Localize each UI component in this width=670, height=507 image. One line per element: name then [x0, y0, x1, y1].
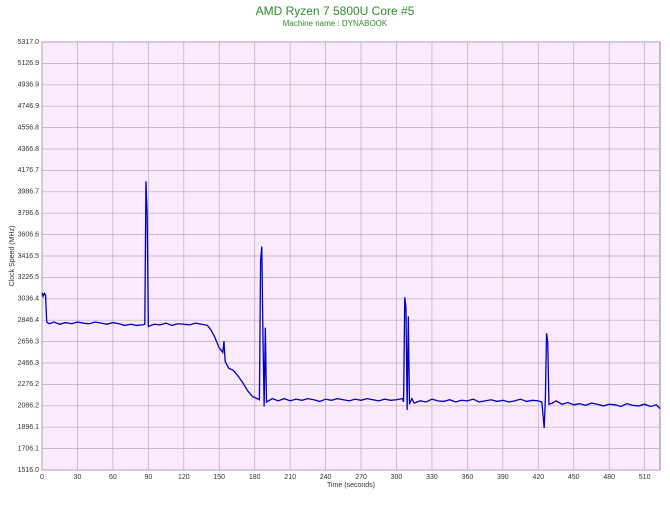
x-tick-label: 420 — [532, 474, 544, 481]
y-tick-label: 4556.8 — [18, 124, 40, 131]
x-axis-label: Time (seconds) — [327, 482, 375, 489]
y-tick-label: 2656.3 — [18, 338, 40, 345]
x-tick-label: 360 — [462, 474, 474, 481]
y-tick-label: 4936.9 — [18, 82, 40, 89]
x-tick-label: 120 — [178, 474, 190, 481]
y-tick-label: 2466.3 — [18, 360, 40, 367]
x-tick-label: 300 — [391, 474, 403, 481]
y-tick-label: 5126.9 — [18, 60, 40, 67]
x-tick-label: 450 — [568, 474, 580, 481]
y-tick-label: 1896.1 — [18, 424, 40, 431]
chart-title: AMD Ryzen 7 5800U Core #5 — [256, 4, 415, 18]
x-tick-label: 60 — [109, 474, 117, 481]
y-tick-label: 3226.5 — [18, 274, 40, 281]
x-tick-label: 390 — [497, 474, 509, 481]
y-tick-label: 4176.7 — [18, 167, 40, 174]
chart-subtitle: Machine name : DYNABOOK — [283, 19, 388, 28]
y-tick-label: 2276.2 — [18, 381, 40, 388]
y-tick-label: 3036.4 — [18, 296, 40, 303]
y-tick-label: 5317.0 — [18, 39, 40, 46]
data-line — [41, 181, 661, 428]
y-tick-label: 2086.2 — [18, 403, 40, 410]
x-tick-label: 90 — [144, 474, 152, 481]
y-tick-label: 2846.4 — [18, 317, 40, 324]
y-tick-label: 3606.6 — [18, 231, 40, 238]
y-tick-label: 3796.6 — [18, 210, 40, 217]
y-tick-label: 4746.9 — [18, 103, 40, 110]
x-tick-label: 270 — [355, 474, 367, 481]
y-tick-label: 1706.1 — [18, 445, 40, 452]
x-tick-label: 330 — [426, 474, 438, 481]
x-tick-label: 510 — [639, 474, 651, 481]
y-axis-label: Clock Speed (MHz) — [9, 226, 16, 287]
y-tick-label: 3986.7 — [18, 189, 40, 196]
x-tick-label: 210 — [284, 474, 296, 481]
y-tick-label: 3416.5 — [18, 253, 40, 260]
y-tick-label: 4366.8 — [18, 146, 40, 153]
y-tick-label: 1516.0 — [18, 467, 40, 474]
x-tick-label: 150 — [213, 474, 225, 481]
x-tick-label: 30 — [74, 474, 82, 481]
x-tick-label: 0 — [40, 474, 44, 481]
x-tick-label: 480 — [603, 474, 615, 481]
x-tick-label: 180 — [249, 474, 261, 481]
x-tick-label: 240 — [320, 474, 332, 481]
